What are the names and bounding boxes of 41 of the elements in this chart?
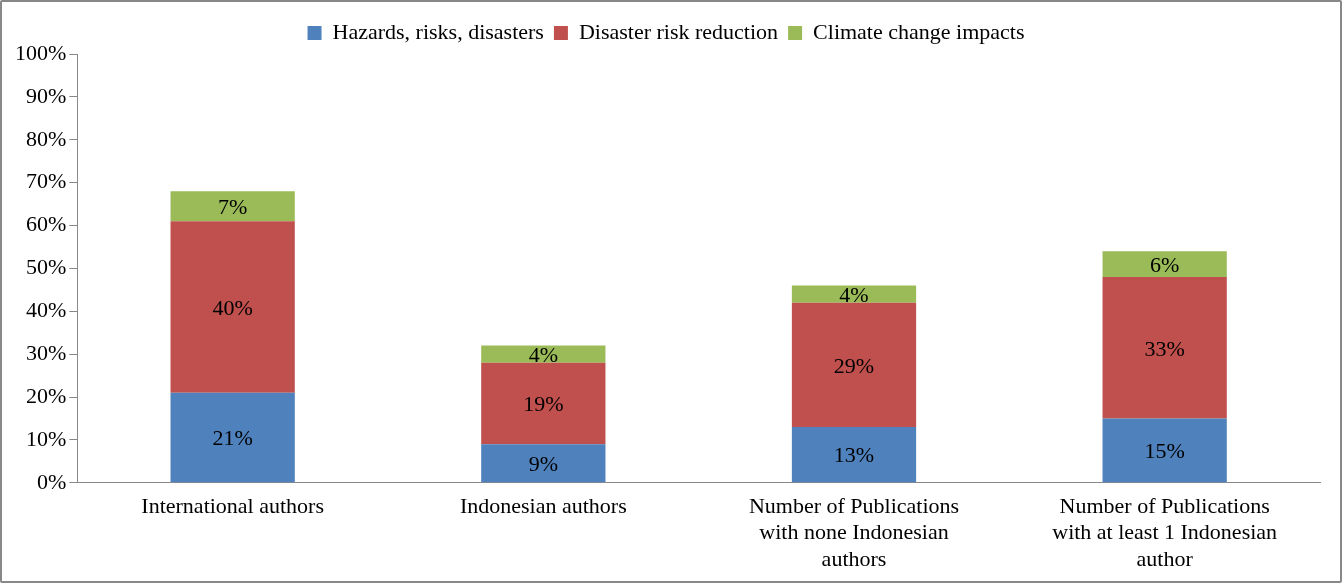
y-tick-label: 20% <box>26 382 67 408</box>
x-tick-label: Number of Publications with at least 1 Indonesian author <box>1052 492 1278 571</box>
y-tick-label: 70% <box>26 168 67 194</box>
bar <box>481 444 606 483</box>
bar <box>170 191 295 222</box>
legend-label: Hazards, risks, disasters <box>332 18 544 44</box>
y-tick-label: 100% <box>15 39 67 65</box>
data-label: 21% <box>212 425 253 451</box>
y-tick-label: 50% <box>26 254 67 280</box>
legend-label: Disaster risk reduction <box>578 18 779 44</box>
bar <box>1102 276 1227 419</box>
y-tick-label: 0% <box>37 468 67 494</box>
bar <box>1102 418 1227 483</box>
data-label: 6% <box>1150 251 1180 277</box>
bar <box>791 427 917 483</box>
legend-label: Climate change impacts <box>813 18 1025 44</box>
y-tick-label: 40% <box>26 297 67 323</box>
bar <box>481 362 606 445</box>
data-label: 40% <box>212 294 253 320</box>
x-tick-label: International authors <box>141 492 324 518</box>
y-tick-label: 10% <box>26 425 67 451</box>
data-label: 33% <box>1144 335 1185 361</box>
data-label: 13% <box>833 442 875 468</box>
bar <box>791 285 917 303</box>
y-tick-label: 30% <box>26 339 67 365</box>
x-tick-label: Number of Publications with none Indonesian authors <box>748 492 960 571</box>
data-label: 4% <box>839 281 869 307</box>
y-tick-label: 90% <box>26 82 67 108</box>
data-label: 4% <box>528 341 558 367</box>
data-label: 15% <box>1144 438 1185 464</box>
x-tick-label: Indonesian authors <box>459 492 627 518</box>
bar <box>1102 251 1227 277</box>
bar <box>170 221 295 393</box>
data-label: 19% <box>523 391 564 417</box>
data-label: 7% <box>218 194 248 220</box>
data-label: 29% <box>833 352 875 378</box>
bar <box>791 302 917 428</box>
y-tick-label: 80% <box>26 125 67 151</box>
bar <box>170 392 295 483</box>
y-tick-label: 60% <box>26 211 67 237</box>
data-label: 9% <box>528 451 558 477</box>
